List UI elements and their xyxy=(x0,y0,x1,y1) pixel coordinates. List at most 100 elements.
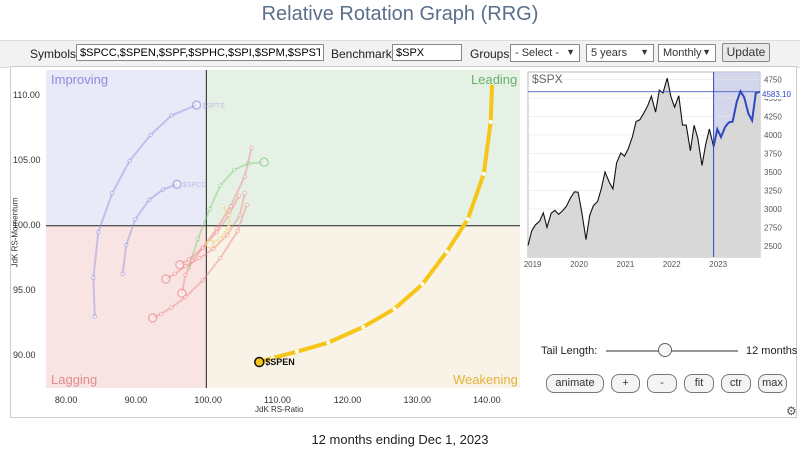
rrg-point-spen[interactable] xyxy=(490,80,495,85)
rrg-point-spts[interactable] xyxy=(110,191,115,196)
quadrant-label-leading: Leading xyxy=(471,72,518,87)
rrg-point-spen[interactable] xyxy=(420,282,425,287)
rrg-point-spen[interactable] xyxy=(270,356,275,361)
rrg-point-spen[interactable] xyxy=(294,349,299,354)
rrg-point-tail-6[interactable] xyxy=(218,256,223,261)
rrg-point-spts[interactable] xyxy=(127,158,132,164)
x-tick-label: 140.00 xyxy=(473,395,501,405)
rrg-point-tail-5[interactable] xyxy=(242,191,247,196)
spx-y-tick: 4000 xyxy=(764,131,782,140)
spx-x-tick: 2020 xyxy=(570,260,588,269)
tail-length-value: 12 months xyxy=(746,345,798,357)
rrg-point-tail-7[interactable] xyxy=(175,259,185,270)
chevron-down-icon: ▼ xyxy=(640,47,649,57)
rrg-point-tail-6[interactable] xyxy=(147,313,158,323)
rrg-point-spcc[interactable] xyxy=(123,243,129,248)
tail-slider-track[interactable] xyxy=(606,350,738,352)
page-title: Relative Rotation Graph (RRG) xyxy=(261,3,539,25)
rrg-point-tail-6[interactable] xyxy=(235,228,240,234)
rrg-point-tail-3[interactable] xyxy=(245,161,251,166)
benchmark-input[interactable] xyxy=(392,44,462,61)
rrg-point-tail-8[interactable] xyxy=(226,224,231,230)
rrg-point-spcc[interactable] xyxy=(133,217,138,222)
max-button[interactable]: max xyxy=(758,374,787,393)
rrg-point-tail-6[interactable] xyxy=(200,278,206,283)
rrg-point-spcc[interactable] xyxy=(146,197,152,202)
rrg-point-tail-7[interactable] xyxy=(200,245,206,251)
rrg-point-tail-7[interactable] xyxy=(236,193,242,199)
rrg-point-tail-5[interactable] xyxy=(172,271,178,276)
rrg-point-spcc[interactable] xyxy=(160,187,166,192)
zoom-out-button[interactable]: - xyxy=(647,374,677,393)
animate-button[interactable]: animate xyxy=(546,374,604,393)
rrg-point-tail-3[interactable] xyxy=(195,236,201,241)
rrg-point-spen[interactable] xyxy=(488,119,493,124)
spx-title: $SPX xyxy=(532,72,563,86)
rrg-point-tail-6[interactable] xyxy=(244,202,249,208)
rrg-point-tail-6[interactable] xyxy=(183,294,188,300)
rrg-point-spen[interactable] xyxy=(326,340,331,345)
x-tick-label: 120.00 xyxy=(333,395,362,405)
period-selected-value: 5 years xyxy=(591,47,628,59)
rrg-point-tail-5[interactable] xyxy=(211,246,216,252)
rrg-point-spcc[interactable] xyxy=(172,179,182,189)
rrg-symbol-label: $SPEN xyxy=(265,357,295,367)
rrg-point-tail-5[interactable] xyxy=(237,213,242,218)
rrg-point-tail-3[interactable] xyxy=(207,206,213,212)
rrg-point-tail-4[interactable] xyxy=(228,204,233,209)
period-select[interactable]: 5 years ▼ xyxy=(586,44,654,62)
spx-price-label: 4583.10 xyxy=(762,90,791,99)
rrg-point-tail-7[interactable] xyxy=(186,257,192,262)
zoom-in-button[interactable]: + xyxy=(611,374,640,393)
rrg-point-tail-5[interactable] xyxy=(225,232,230,238)
rrg-point-tail-8[interactable] xyxy=(218,236,223,241)
rrg-point-tail-4[interactable] xyxy=(183,272,188,278)
rrg-point-spts[interactable] xyxy=(91,275,96,280)
groups-select[interactable]: - Select - ▼ xyxy=(510,44,580,62)
rrg-point-tail-3[interactable] xyxy=(259,157,269,167)
rrg-point-spts[interactable] xyxy=(191,100,202,110)
center-button[interactable]: ctr xyxy=(721,374,751,393)
spx-y-tick: 3250 xyxy=(764,186,782,195)
symbols-input[interactable] xyxy=(76,44,324,61)
frequency-select[interactable]: Monthly ▼ xyxy=(658,44,716,62)
rrg-point-spen[interactable] xyxy=(444,249,449,254)
rrg-point-tail-4[interactable] xyxy=(242,174,247,179)
rrg-point-tail-8[interactable] xyxy=(227,213,232,218)
spx-y-tick: 3000 xyxy=(764,205,782,214)
rrg-point-spen[interactable] xyxy=(481,171,486,176)
rrg-point-spts[interactable] xyxy=(169,113,174,118)
spx-y-tick: 4750 xyxy=(764,75,782,84)
rrg-point-tail-4[interactable] xyxy=(249,145,254,151)
fit-button[interactable]: fit xyxy=(684,374,714,393)
rrg-point-tail-8[interactable] xyxy=(220,204,226,209)
quadrant-lagging xyxy=(46,225,207,388)
rrg-point-spen[interactable] xyxy=(254,356,265,368)
rrg-point-spen[interactable] xyxy=(465,217,470,222)
rrg-point-spcc[interactable] xyxy=(120,271,125,276)
rrg-point-spts[interactable] xyxy=(92,314,97,319)
spx-y-tick: 3750 xyxy=(764,149,782,158)
rrg-point-tail-4[interactable] xyxy=(177,288,187,298)
rrg-tail-spts[interactable] xyxy=(92,104,197,317)
rrg-point-tail-7[interactable] xyxy=(214,230,219,235)
rrg-tail-spcc[interactable] xyxy=(121,183,178,274)
rrg-point-tail-5[interactable] xyxy=(197,256,202,261)
rrg-point-tail-6[interactable] xyxy=(169,305,174,310)
rrg-point-tail-3[interactable] xyxy=(232,167,237,173)
rrg-point-spts[interactable] xyxy=(148,132,153,138)
rrg-point-spen[interactable] xyxy=(361,324,366,329)
tail-slider-handle[interactable] xyxy=(658,343,673,357)
rrg-tail-tail-4[interactable] xyxy=(180,147,253,294)
rrg-point-spen[interactable] xyxy=(392,306,397,311)
rrg-point-tail-3[interactable] xyxy=(218,183,223,188)
chevron-down-icon: ▼ xyxy=(702,47,711,57)
update-button[interactable]: Update xyxy=(722,43,770,62)
rrg-point-tail-6[interactable] xyxy=(158,311,164,317)
rrg-point-tail-8[interactable] xyxy=(205,239,215,249)
rrg-point-tail-5[interactable] xyxy=(161,274,171,284)
rrg-tail-spen[interactable] xyxy=(258,82,495,364)
gear-icon[interactable]: ⚙ xyxy=(786,404,797,418)
rrg-point-spts[interactable] xyxy=(96,230,101,235)
